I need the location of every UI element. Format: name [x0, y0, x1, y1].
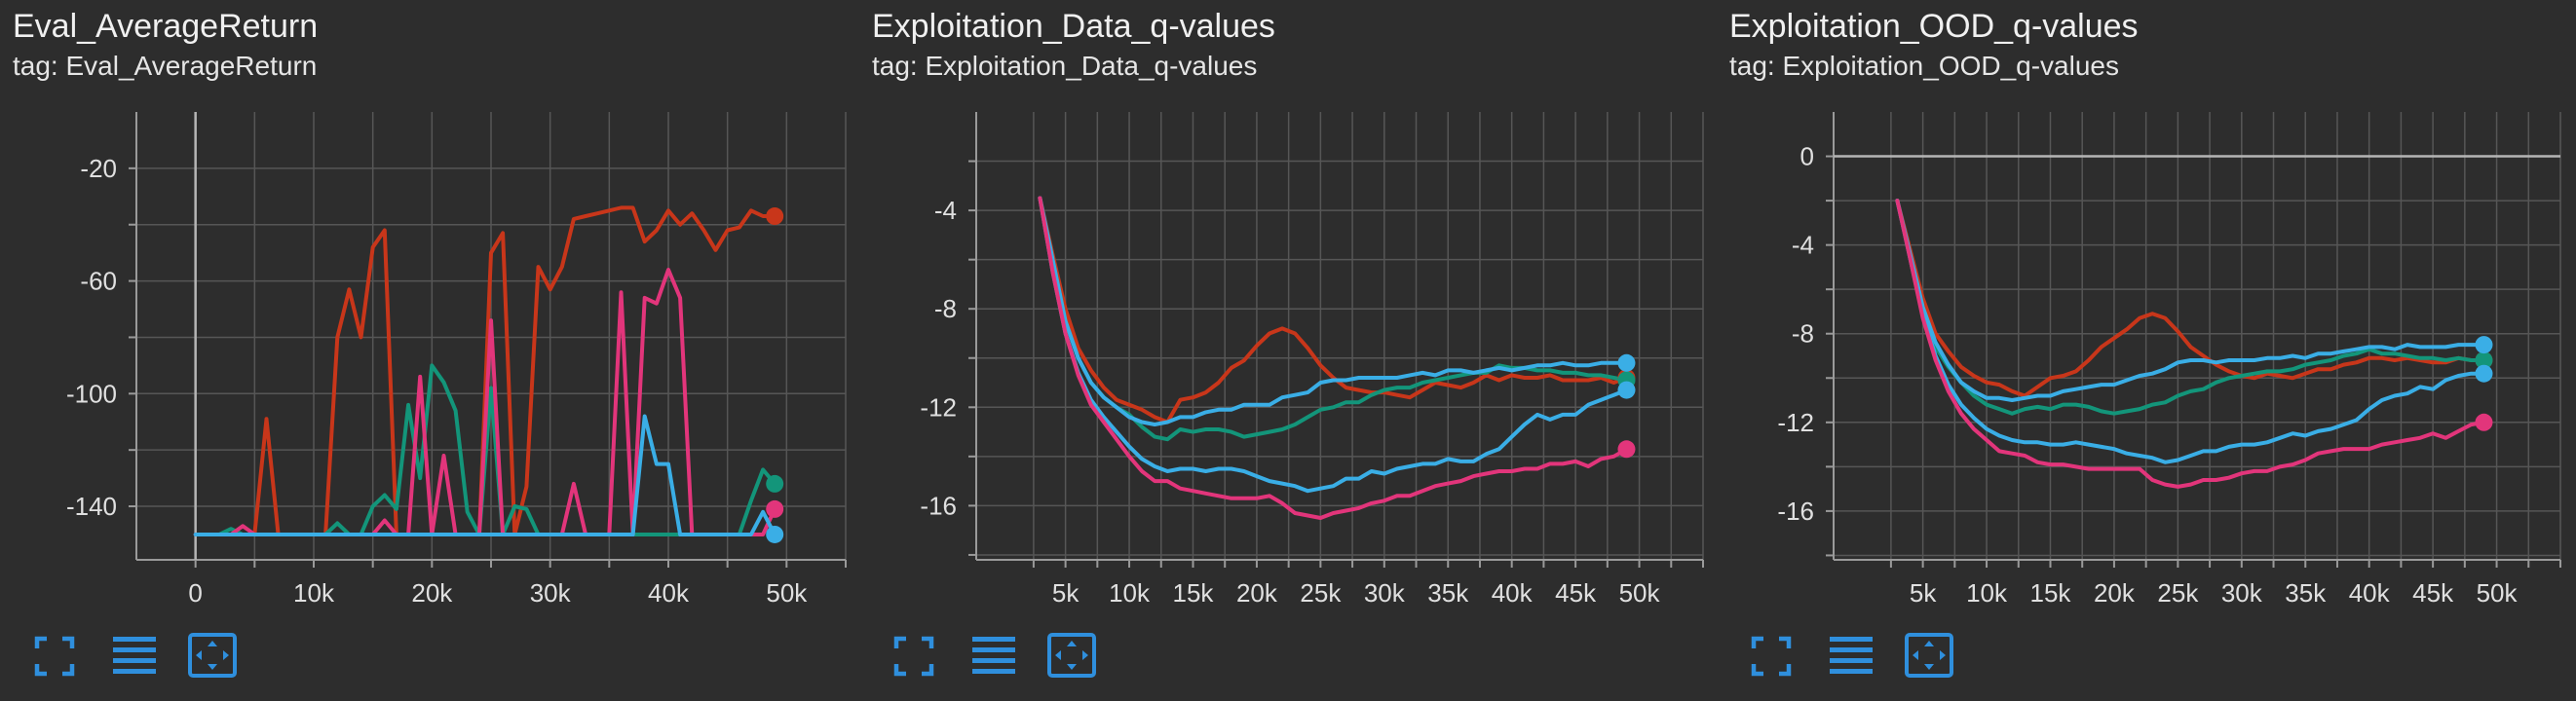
series-line[interactable] [1038, 196, 1629, 424]
toggle-legend-button[interactable] [1826, 631, 1876, 682]
legend-list-icon [113, 637, 156, 674]
legend-list-icon [972, 637, 1015, 674]
series-end-marker[interactable] [2475, 336, 2493, 354]
x-tick-label: 15k [2030, 578, 2072, 608]
series-line[interactable] [1895, 199, 2486, 489]
y-tick-label: -4 [1792, 231, 1814, 260]
x-tick-label: 25k [2157, 578, 2199, 608]
x-tick-label: 40k [648, 578, 690, 608]
card-tag: tag: Exploitation_OOD_q-values [1729, 51, 2119, 81]
toggle-legend-button[interactable] [109, 631, 160, 682]
series-end-marker[interactable] [2475, 351, 2493, 370]
x-tick-label: 20k [1236, 578, 1278, 608]
card-title: Exploitation_Data_q-values [872, 8, 1275, 45]
line-chart[interactable]: 5k 10k 15k 20k 25k 30k 35k 40k 45k 50k -4 -8 -12 -16 [859, 0, 1717, 701]
series-end-marker[interactable] [766, 207, 784, 226]
x-tick-label: 10k [1966, 578, 2008, 608]
series-line[interactable] [1895, 199, 2486, 416]
x-tick-label: 5k [1910, 578, 1937, 608]
x-tick-label: 50k [766, 578, 808, 608]
fullscreen-button[interactable] [29, 631, 80, 682]
x-tick-label: 45k [1555, 578, 1597, 608]
series-end-marker[interactable] [2475, 364, 2493, 383]
series-end-marker[interactable] [766, 474, 784, 493]
y-tick-label: -12 [1777, 408, 1814, 437]
fit-domain-button[interactable] [187, 631, 238, 682]
x-tick-label: 25k [1300, 578, 1342, 608]
y-tick-label: -100 [66, 379, 117, 408]
x-tick-label: 30k [1364, 578, 1406, 608]
x-tick-label: 30k [530, 578, 572, 608]
x-tick-label: 20k [2094, 578, 2136, 608]
x-tick-label: 20k [411, 578, 453, 608]
x-tick-label: 50k [2477, 578, 2519, 608]
series-end-marker[interactable] [2475, 413, 2493, 431]
chart-card-exploitation-ood-q-values: 5k 10k 15k 20k 25k 30k 35k 40k 45k 50k 0 -4 -8 -12 -16… [1717, 0, 2574, 701]
y-tick-label: -16 [920, 491, 957, 520]
series-line[interactable] [1895, 199, 2486, 402]
toggle-legend-button[interactable] [968, 631, 1019, 682]
fit-domain-icon [1905, 633, 1953, 678]
y-tick-label: -16 [1777, 497, 1814, 526]
series-line[interactable] [1038, 196, 1629, 494]
y-tick-label: -4 [934, 196, 957, 225]
x-tick-label: 50k [1619, 578, 1661, 608]
x-tick-label: 40k [2349, 578, 2391, 608]
x-tick-label: 5k [1052, 578, 1080, 608]
series-end-marker[interactable] [1617, 353, 1636, 372]
fullscreen-icon [34, 636, 75, 677]
x-tick-label: 45k [2412, 578, 2454, 608]
y-tick-label: -20 [80, 154, 117, 183]
x-tick-label: 30k [2221, 578, 2263, 608]
chart-card-eval-average-return: 0 10k 20k 30k 40k 50k -20 -60 -100 -140 Eval_Aver… [0, 0, 857, 701]
y-tick-label: -12 [920, 392, 957, 422]
series-line[interactable] [1038, 196, 1629, 426]
fullscreen-button[interactable] [1746, 631, 1797, 682]
y-tick-label: 0 [1800, 142, 1814, 171]
card-tag: tag: Exploitation_Data_q-values [872, 51, 1258, 81]
chart-card-exploitation-data-q-values: 5k 10k 15k 20k 25k 30k 35k 40k 45k 50k -4 -8 -12 -16 … [859, 0, 1717, 701]
legend-list-icon [1830, 637, 1873, 674]
x-tick-label: 40k [1492, 578, 1534, 608]
line-chart[interactable]: 5k 10k 15k 20k 25k 30k 35k 40k 45k 50k 0 -4 -8 -12 -16 [1717, 0, 2574, 701]
x-tick-label: 35k [2285, 578, 2327, 608]
x-tick-label: 35k [1427, 578, 1469, 608]
fullscreen-icon [893, 636, 934, 677]
fullscreen-icon [1751, 636, 1792, 677]
fullscreen-button[interactable] [889, 631, 939, 682]
x-tick-label: 10k [293, 578, 335, 608]
x-tick-label: 15k [1173, 578, 1215, 608]
series-line[interactable] [1895, 199, 2486, 398]
fit-domain-icon [1047, 633, 1096, 678]
fit-domain-button[interactable] [1904, 631, 1954, 682]
series-end-marker[interactable] [766, 525, 784, 543]
series-line[interactable] [193, 268, 777, 536]
y-tick-label: -60 [80, 267, 117, 296]
series-line[interactable] [1038, 196, 1629, 520]
y-tick-label: -140 [66, 492, 117, 521]
series-end-marker[interactable] [766, 499, 784, 518]
card-tag: tag: Eval_AverageReturn [13, 51, 318, 81]
fit-domain-button[interactable] [1046, 631, 1097, 682]
series-end-marker[interactable] [1617, 381, 1636, 399]
card-title: Exploitation_OOD_q-values [1729, 8, 2139, 45]
card-title: Eval_AverageReturn [13, 8, 319, 45]
y-tick-label: -8 [1792, 319, 1814, 349]
fit-domain-icon [188, 633, 237, 678]
series-end-marker[interactable] [1617, 440, 1636, 459]
x-tick-label: 10k [1109, 578, 1151, 608]
x-tick-label: 0 [188, 578, 202, 608]
y-tick-label: -8 [934, 294, 957, 323]
line-chart[interactable]: 0 10k 20k 30k 40k 50k -20 -60 -100 -140 [0, 0, 857, 701]
series-line[interactable] [193, 414, 777, 536]
series-line[interactable] [1895, 199, 2486, 464]
